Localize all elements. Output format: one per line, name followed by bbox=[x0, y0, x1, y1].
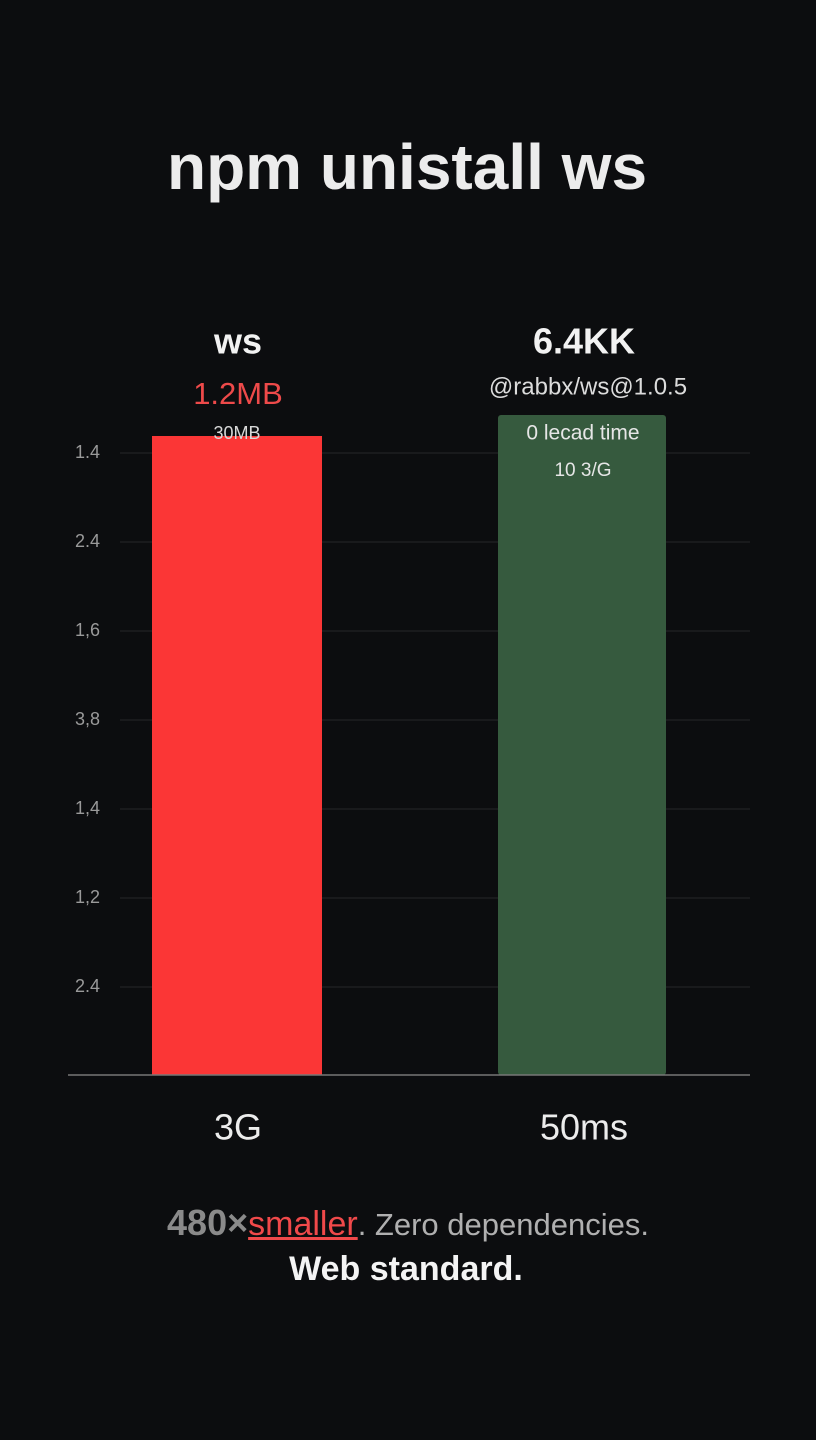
title: npm unistall ws bbox=[167, 131, 647, 203]
y-axis-label: 1,2 bbox=[75, 887, 100, 907]
bar-size: 1.2MB bbox=[193, 376, 283, 411]
category-label: 50ms bbox=[540, 1107, 628, 1148]
ratio: 480× bbox=[167, 1202, 249, 1243]
y-axis-label: 1,4 bbox=[75, 798, 100, 818]
y-axis-label: 2.4 bbox=[75, 531, 100, 551]
footer-line2: Web standard. bbox=[289, 1250, 523, 1288]
y-axis-label: 1,6 bbox=[75, 620, 100, 640]
bar-size: @rabbx/ws@1.0.5 bbox=[489, 373, 687, 400]
bar-name: 6.4KK bbox=[533, 321, 635, 362]
bar-note: 0 lecad time bbox=[526, 422, 639, 445]
footer-line: 480×smaller. Zero dependencies. bbox=[0, 1202, 816, 1244]
y-axis-label: 3,8 bbox=[75, 709, 100, 729]
y-axis-label: 1.4 bbox=[75, 442, 100, 462]
bar-alt bbox=[498, 415, 666, 1075]
bar-note: 10 3/G bbox=[554, 460, 611, 481]
bar-name: ws bbox=[213, 321, 262, 362]
bar-ws bbox=[152, 436, 322, 1075]
footer-text: . Zero dependencies. bbox=[357, 1207, 649, 1242]
y-axis-label: 2.4 bbox=[75, 976, 100, 996]
highlight: smaller bbox=[248, 1205, 358, 1243]
category-label: 3G bbox=[214, 1107, 262, 1148]
bar-note: 30MB bbox=[213, 423, 260, 443]
